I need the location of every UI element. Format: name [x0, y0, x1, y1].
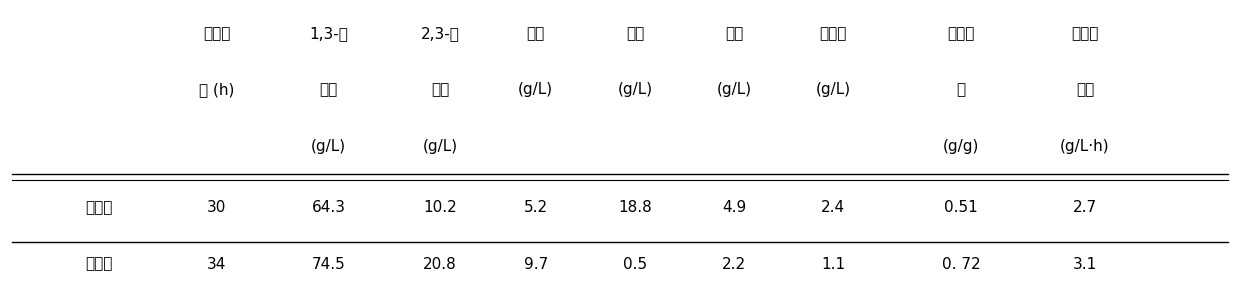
- Text: 4.9: 4.9: [722, 200, 746, 216]
- Text: 率: 率: [956, 82, 966, 98]
- Text: (g/L): (g/L): [816, 82, 851, 98]
- Text: 强度: 强度: [1076, 82, 1094, 98]
- Text: (g/L·h): (g/L·h): [1060, 139, 1110, 154]
- Text: 二醇: 二醇: [320, 82, 337, 98]
- Text: 2,3-丁: 2,3-丁: [420, 26, 460, 41]
- Text: (g/L): (g/L): [518, 82, 553, 98]
- Text: 2.4: 2.4: [821, 200, 846, 216]
- Text: 74.5: 74.5: [311, 257, 346, 272]
- Text: 乙酸: 乙酸: [725, 26, 743, 41]
- Text: 琥珀酸: 琥珀酸: [820, 26, 847, 41]
- Text: 10.2: 10.2: [423, 200, 458, 216]
- Text: 乳酸: 乳酸: [626, 26, 644, 41]
- Text: 18.8: 18.8: [618, 200, 652, 216]
- Text: (g/L): (g/L): [618, 82, 652, 98]
- Text: (g/L): (g/L): [717, 82, 751, 98]
- Text: 20.8: 20.8: [423, 257, 458, 272]
- Text: 1.1: 1.1: [821, 257, 846, 272]
- Text: 期 (h): 期 (h): [200, 82, 234, 98]
- Text: 34: 34: [207, 257, 227, 272]
- Text: 发酵周: 发酵周: [203, 26, 231, 41]
- Text: 0. 72: 0. 72: [941, 257, 981, 272]
- Text: 0.51: 0.51: [944, 200, 978, 216]
- Text: 64.3: 64.3: [311, 200, 346, 216]
- Text: (g/g): (g/g): [942, 139, 980, 154]
- Text: 9.7: 9.7: [523, 257, 548, 272]
- Text: 实验组: 实验组: [86, 257, 113, 272]
- Text: (g/L): (g/L): [311, 139, 346, 154]
- Text: 3.1: 3.1: [1073, 257, 1097, 272]
- Text: 乙醇: 乙醇: [527, 26, 544, 41]
- Text: 2.7: 2.7: [1073, 200, 1097, 216]
- Text: 2.2: 2.2: [722, 257, 746, 272]
- Text: 0.5: 0.5: [622, 257, 647, 272]
- Text: 对照组: 对照组: [86, 200, 113, 216]
- Text: 1,3-丙: 1,3-丙: [309, 26, 348, 41]
- Text: 二醇: 二醇: [432, 82, 449, 98]
- Text: 5.2: 5.2: [523, 200, 548, 216]
- Text: (g/L): (g/L): [423, 139, 458, 154]
- Text: 醇生产: 醇生产: [1071, 26, 1099, 41]
- Text: 30: 30: [207, 200, 227, 216]
- Text: 醇转化: 醇转化: [947, 26, 975, 41]
